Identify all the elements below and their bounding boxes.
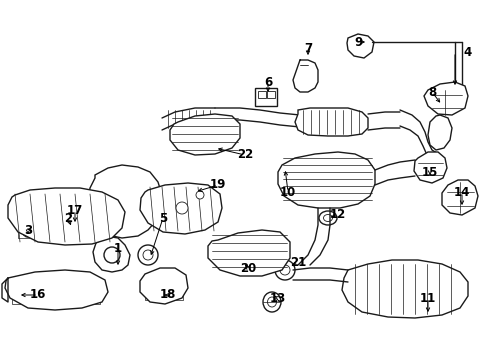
Ellipse shape — [268, 297, 276, 307]
Text: 13: 13 — [270, 292, 286, 305]
Polygon shape — [295, 108, 368, 136]
Ellipse shape — [54, 210, 66, 226]
Polygon shape — [414, 152, 447, 183]
Bar — [18, 200, 113, 238]
Ellipse shape — [323, 215, 333, 221]
Polygon shape — [442, 180, 478, 215]
Text: 21: 21 — [290, 256, 306, 269]
Text: 5: 5 — [159, 211, 167, 225]
Ellipse shape — [275, 260, 295, 280]
Polygon shape — [88, 165, 162, 238]
Bar — [12, 280, 100, 304]
Text: 11: 11 — [420, 292, 436, 305]
Polygon shape — [170, 114, 240, 155]
Text: 14: 14 — [454, 185, 470, 198]
Text: 9: 9 — [354, 36, 362, 49]
Text: 20: 20 — [240, 261, 256, 274]
Ellipse shape — [104, 247, 120, 263]
Text: 15: 15 — [422, 166, 438, 179]
Text: 7: 7 — [304, 41, 312, 54]
Text: 22: 22 — [237, 148, 253, 162]
Polygon shape — [140, 183, 222, 234]
Bar — [267, 91, 275, 98]
Ellipse shape — [49, 204, 71, 232]
Ellipse shape — [263, 292, 281, 312]
Ellipse shape — [319, 211, 337, 225]
Bar — [255, 88, 277, 106]
Polygon shape — [424, 82, 468, 115]
Text: 10: 10 — [280, 185, 296, 198]
Ellipse shape — [176, 202, 188, 214]
Text: 12: 12 — [330, 208, 346, 221]
Polygon shape — [93, 237, 130, 272]
Ellipse shape — [280, 265, 290, 275]
Text: 3: 3 — [24, 224, 32, 237]
Ellipse shape — [22, 219, 34, 237]
Polygon shape — [278, 152, 375, 208]
Polygon shape — [428, 115, 452, 150]
Polygon shape — [8, 188, 125, 245]
Polygon shape — [342, 260, 468, 318]
Text: 2: 2 — [64, 211, 72, 225]
Ellipse shape — [138, 245, 158, 265]
Ellipse shape — [143, 250, 153, 260]
Ellipse shape — [196, 191, 204, 199]
Text: 16: 16 — [30, 288, 46, 302]
Polygon shape — [5, 270, 108, 310]
Text: 1: 1 — [114, 242, 122, 255]
Polygon shape — [208, 230, 290, 276]
Text: 6: 6 — [264, 76, 272, 89]
Text: 17: 17 — [67, 203, 83, 216]
Bar — [145, 278, 183, 300]
Text: 19: 19 — [210, 179, 226, 192]
Polygon shape — [347, 34, 374, 58]
Text: 8: 8 — [428, 85, 436, 99]
Polygon shape — [140, 268, 188, 304]
Bar — [258, 91, 266, 98]
Text: 18: 18 — [160, 288, 176, 302]
Text: 4: 4 — [464, 45, 472, 58]
